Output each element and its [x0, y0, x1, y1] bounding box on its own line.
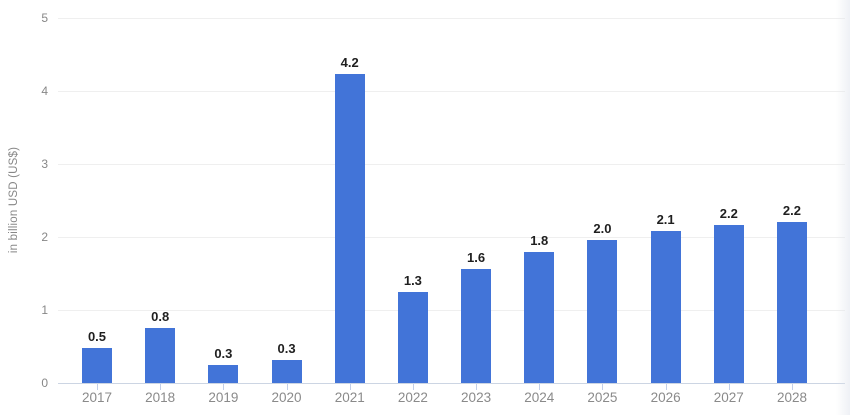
- bar-2021[interactable]: [334, 74, 365, 383]
- bar-value-label-2023: 1.6: [467, 250, 486, 265]
- x-axis-label-2028: 2028: [776, 390, 807, 405]
- y-tick-label-0: 0: [41, 376, 48, 390]
- right-edge-fade: [836, 0, 850, 415]
- gridline-4: [58, 91, 845, 92]
- x-axis-line: [58, 383, 845, 384]
- bar-value-label-2017: 0.5: [87, 329, 107, 344]
- y-tick-label-1: 1: [41, 303, 48, 317]
- x-axis-tick-2022: [412, 384, 414, 390]
- x-axis-label-2027: 2027: [713, 390, 744, 405]
- gridline-2: [58, 237, 845, 238]
- x-axis-label-2024: 2024: [524, 390, 555, 405]
- x-axis-label-2017: 2017: [81, 390, 113, 405]
- x-axis-label-2021: 2021: [334, 390, 365, 405]
- bar-2020[interactable]: [271, 360, 302, 383]
- x-axis-tick-2025: [602, 384, 604, 390]
- bar-2022[interactable]: [397, 292, 428, 383]
- gridline-1: [58, 310, 845, 311]
- x-axis-tick-2019: [223, 384, 225, 390]
- bar-2025[interactable]: [587, 240, 618, 383]
- bar-2024[interactable]: [524, 252, 555, 383]
- y-tick-label-4: 4: [41, 84, 48, 98]
- y-tick-label-5: 5: [41, 11, 48, 25]
- bar-value-label-2027: 2.2: [719, 206, 738, 221]
- x-axis-label-2025: 2025: [587, 390, 618, 405]
- bar-value-label-2024: 1.8: [530, 233, 549, 248]
- y-tick-label-3: 3: [41, 157, 48, 171]
- bar-2026[interactable]: [650, 231, 681, 383]
- bar-value-label-2019: 0.3: [214, 346, 233, 361]
- x-axis-tick-2023: [476, 384, 478, 390]
- x-axis-tick-2018: [160, 384, 162, 390]
- bar-value-label-2018: 0.8: [151, 309, 170, 324]
- x-axis-tick-2020: [286, 384, 288, 390]
- gridline-3: [58, 164, 845, 165]
- bar-2019[interactable]: [208, 365, 239, 383]
- x-axis-label-2022: 2022: [397, 390, 428, 405]
- x-axis-tick-2028: [791, 384, 793, 390]
- x-axis-label-2020: 2020: [271, 390, 302, 405]
- bar-2028[interactable]: [776, 222, 807, 383]
- x-axis-label-2026: 2026: [650, 390, 681, 405]
- x-axis-tick-2021: [349, 384, 351, 390]
- bar-value-label-2022: 1.3: [403, 273, 422, 288]
- bar-2018[interactable]: [145, 328, 176, 383]
- gridline-5: [58, 18, 845, 19]
- bar-2023[interactable]: [461, 269, 492, 383]
- x-axis-label-2023: 2023: [461, 390, 492, 405]
- x-axis-tick-2026: [665, 384, 667, 390]
- y-tick-label-2: 2: [41, 230, 48, 244]
- bar-value-label-2020: 0.3: [277, 341, 296, 356]
- bar-value-label-2026: 2.1: [656, 212, 675, 227]
- x-axis-label-2018: 2018: [145, 390, 176, 405]
- x-axis-label-2019: 2019: [208, 390, 239, 405]
- bar-2027[interactable]: [713, 225, 744, 383]
- bar-value-label-2021: 4.2: [340, 55, 359, 70]
- x-axis-tick-2024: [539, 384, 541, 390]
- bar-2017[interactable]: [82, 348, 112, 383]
- bar-value-label-2028: 2.2: [782, 203, 801, 218]
- x-axis-tick-2017: [97, 384, 98, 390]
- bar-value-label-2025: 2.0: [593, 221, 612, 236]
- x-axis-tick-2027: [728, 384, 730, 390]
